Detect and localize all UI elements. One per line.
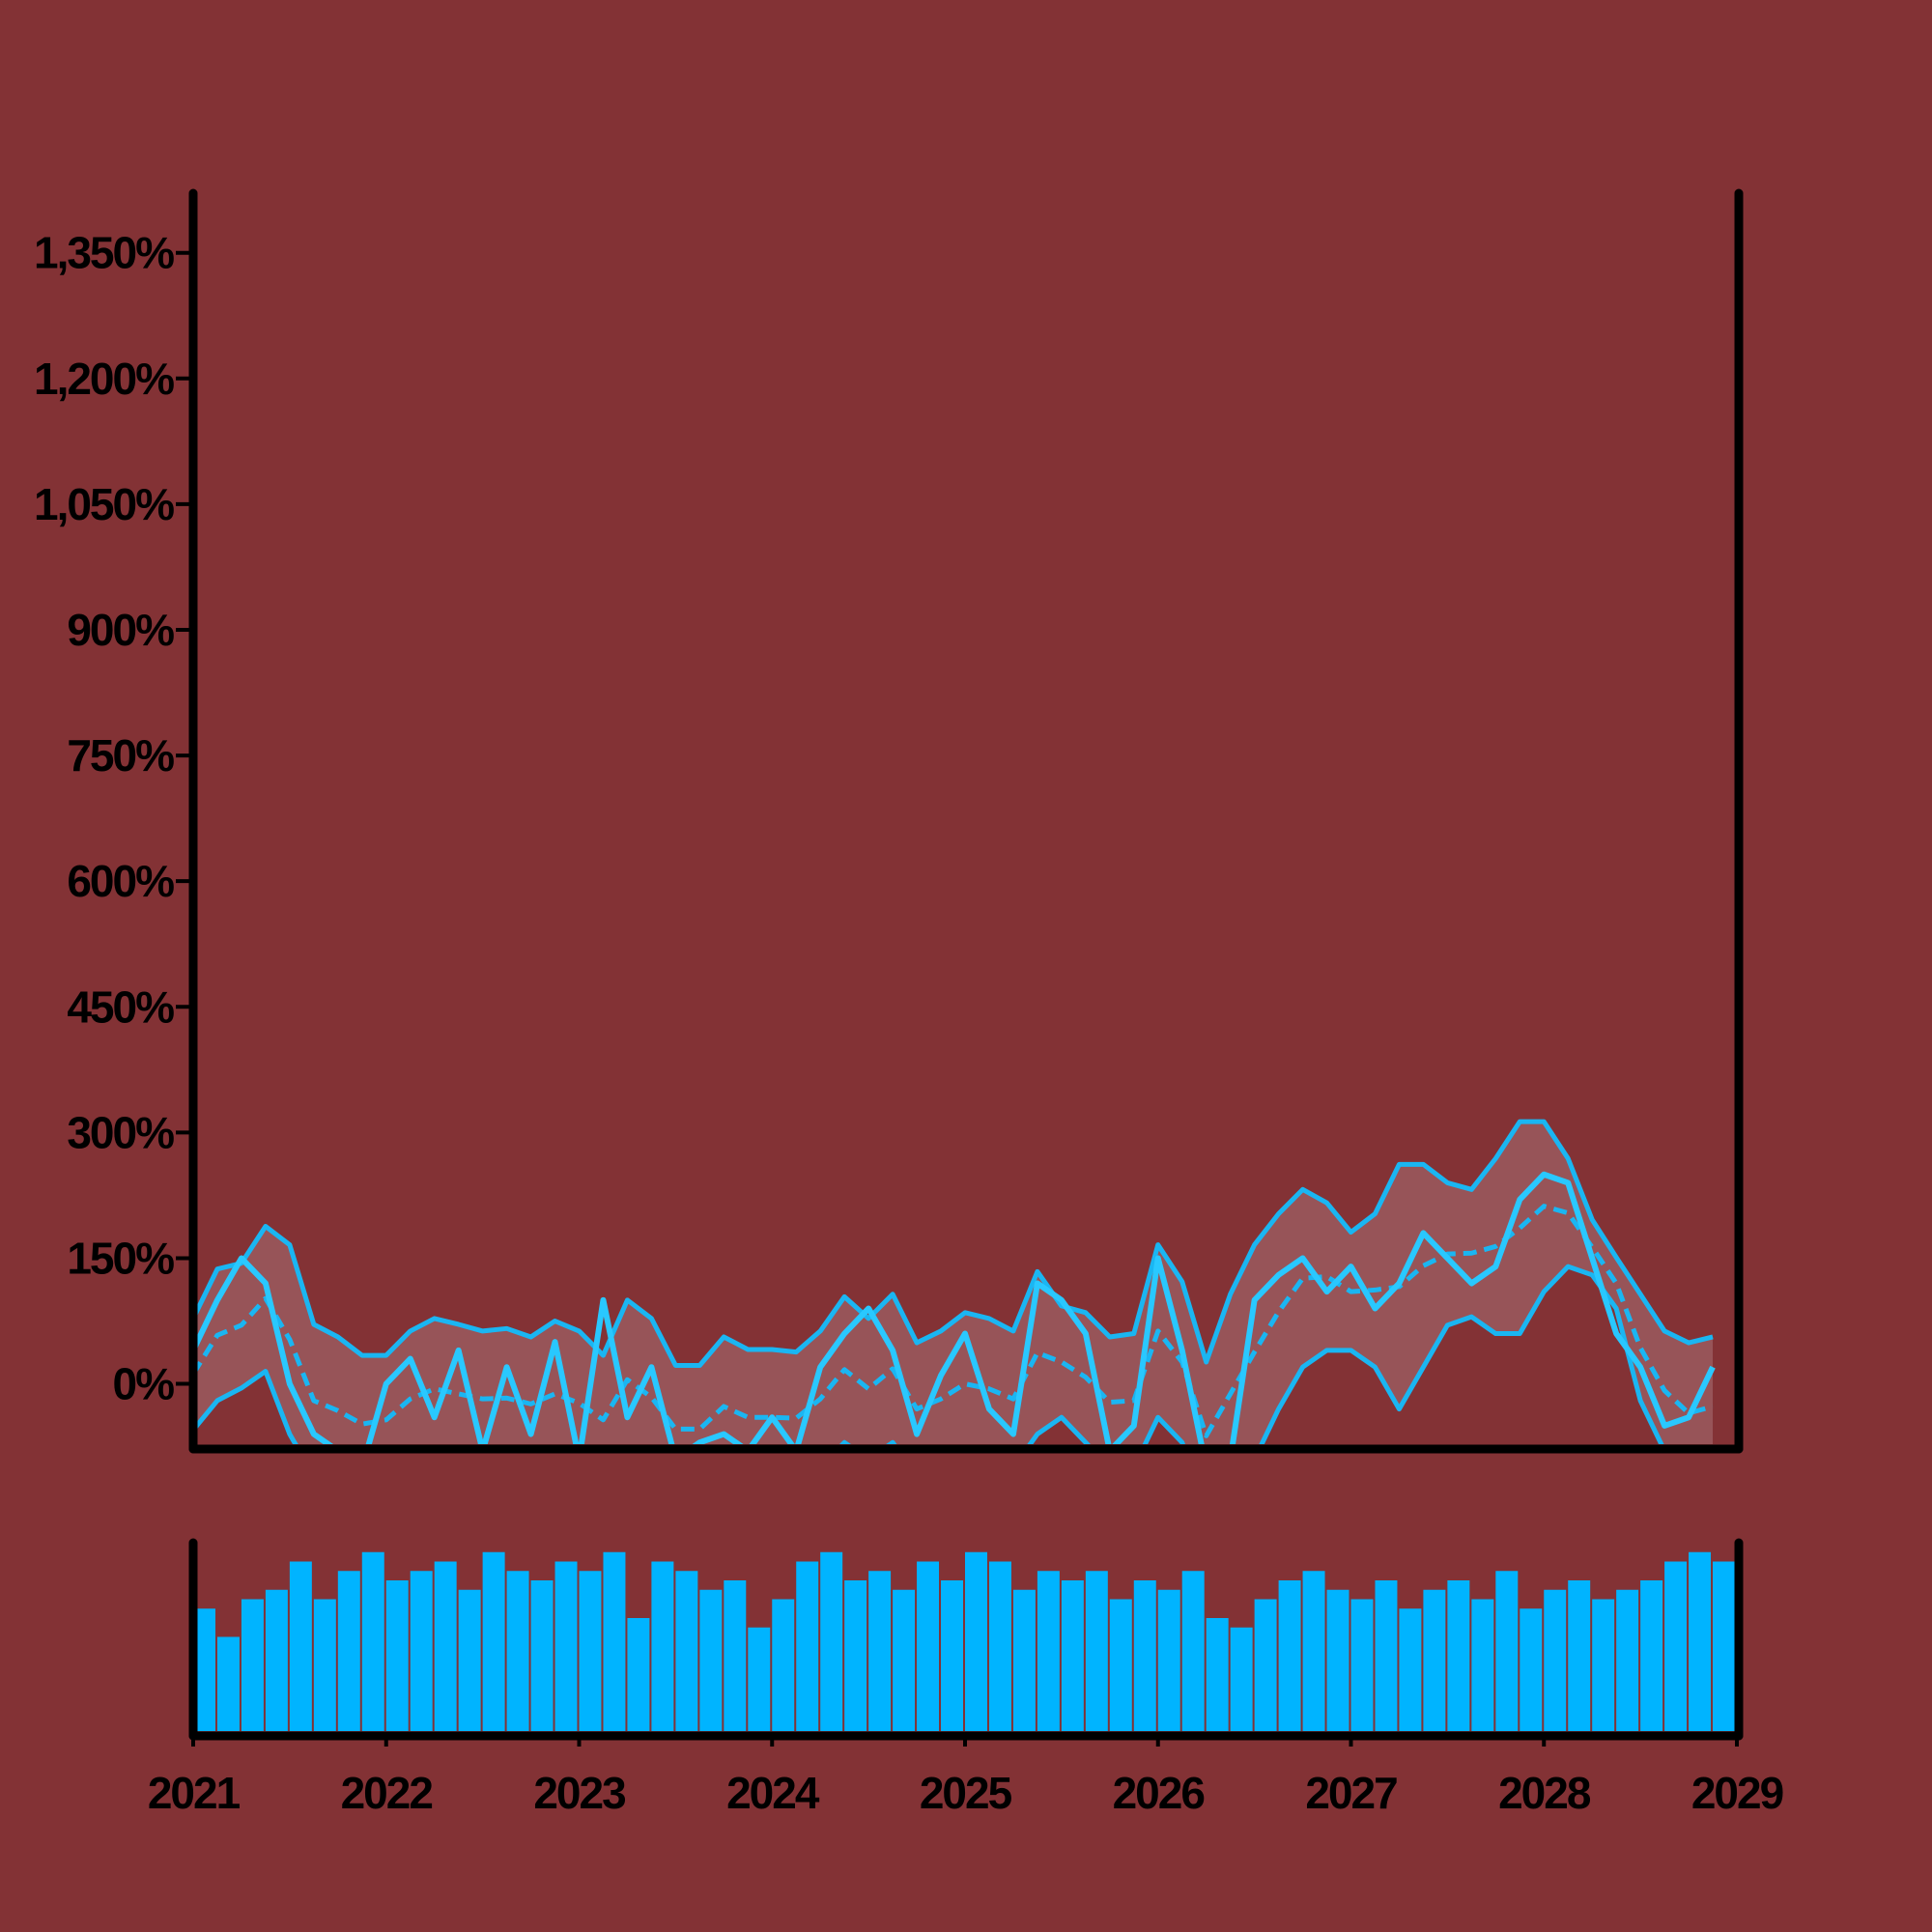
- volume-bar: [1012, 1589, 1036, 1731]
- x-tick-label: 2028: [1498, 1768, 1591, 1818]
- volume-bar: [699, 1589, 723, 1731]
- volume-bar: [506, 1571, 529, 1731]
- y-tick-label: 1,350%: [34, 228, 174, 278]
- volume-bar: [1302, 1571, 1325, 1731]
- volume-bar: [482, 1551, 505, 1731]
- volume-bar: [458, 1589, 481, 1731]
- volume-bar: [1568, 1580, 1591, 1731]
- volume-bar: [434, 1561, 457, 1731]
- y-tick-label: 900%: [67, 605, 174, 655]
- y-tick-label: 300%: [67, 1107, 174, 1157]
- volume-bar: [1375, 1580, 1398, 1731]
- volume-bar: [917, 1561, 940, 1731]
- y-tick-label: 750%: [67, 730, 174, 781]
- volume-bar: [844, 1580, 867, 1731]
- volume-bar: [1664, 1561, 1688, 1731]
- volume-bar: [820, 1551, 843, 1731]
- volume-bar: [941, 1580, 963, 1731]
- volume-bar: [675, 1571, 698, 1731]
- volume-bar: [1544, 1589, 1567, 1731]
- x-tick-label: 2021: [148, 1768, 241, 1818]
- volume-bar: [1326, 1589, 1350, 1731]
- volume-bar: [796, 1561, 819, 1731]
- y-tick-label: 1,050%: [34, 479, 174, 529]
- volume-bar: [241, 1599, 264, 1731]
- volume-bar: [988, 1561, 1011, 1731]
- volume-bar: [530, 1580, 554, 1731]
- volume-plot: [193, 1551, 1735, 1731]
- volume-bar: [772, 1599, 795, 1731]
- volume-bar: [337, 1571, 360, 1731]
- volume-bar: [965, 1551, 987, 1731]
- x-tick-label: 2027: [1305, 1768, 1397, 1818]
- volume-bar: [193, 1608, 215, 1731]
- volume-bar: [410, 1571, 433, 1731]
- volume-bar: [1423, 1589, 1446, 1731]
- volume-bar: [1592, 1599, 1615, 1731]
- volume-bar: [1109, 1599, 1132, 1731]
- y-tick-label: 0%: [113, 1359, 175, 1409]
- volume-bar: [1471, 1599, 1494, 1731]
- volume-bar: [313, 1599, 336, 1731]
- volume-bar: [385, 1580, 409, 1731]
- y-tick-label: 450%: [67, 981, 174, 1032]
- volume-bar: [1399, 1608, 1422, 1731]
- band-fill: [193, 1122, 1714, 1444]
- volume-bar: [868, 1571, 892, 1731]
- y-tick-label: 600%: [67, 856, 174, 906]
- volume-bar: [603, 1551, 626, 1731]
- x-tick-label: 2023: [533, 1768, 625, 1818]
- volume-bar: [1520, 1608, 1543, 1731]
- volume-bar: [1278, 1580, 1301, 1731]
- volume-bar: [216, 1636, 240, 1731]
- volume-bar: [265, 1589, 288, 1731]
- volume-bar: [1206, 1618, 1229, 1731]
- volume-bar: [1495, 1571, 1519, 1731]
- axes: [188, 188, 1744, 1741]
- volume-bar: [1713, 1561, 1735, 1731]
- volume-bar: [1230, 1627, 1253, 1731]
- volume-bar: [1254, 1599, 1277, 1731]
- labels: 0% 150% 300% 450% 600% 750% 900% 1,050% 1,200% 1,…: [34, 228, 1785, 1818]
- y-tick-label: 150%: [67, 1233, 174, 1283]
- volume-bar: [289, 1561, 312, 1731]
- y-tick-label: 1,200%: [34, 354, 174, 404]
- volume-bar: [651, 1561, 674, 1731]
- price-plot: [193, 1119, 1716, 1444]
- volume-bar: [1447, 1580, 1470, 1731]
- series-line: [193, 1264, 1664, 1444]
- series-line: [193, 1171, 1716, 1444]
- volume-bar: [554, 1561, 578, 1731]
- volume-bar: [1061, 1580, 1084, 1731]
- series-line: [193, 1119, 1714, 1368]
- volume-bar: [1350, 1599, 1374, 1731]
- volume-bar: [1689, 1551, 1712, 1731]
- volume-bar: [893, 1589, 916, 1731]
- volume-bar: [1133, 1580, 1156, 1731]
- volume-bar: [361, 1551, 384, 1731]
- volume-bar: [724, 1580, 747, 1731]
- volume-bar: [579, 1571, 602, 1731]
- x-tick-label: 2022: [341, 1768, 433, 1818]
- volume-bar: [1640, 1580, 1663, 1731]
- x-tick-label: 2024: [726, 1768, 820, 1818]
- x-tick-label: 2025: [920, 1768, 1012, 1818]
- x-tick-label: 2029: [1691, 1768, 1783, 1818]
- volume-bar: [748, 1627, 771, 1731]
- volume-bar: [1157, 1589, 1180, 1731]
- volume-bar: [627, 1618, 650, 1731]
- volume-bar: [1181, 1571, 1205, 1731]
- x-tick-label: 2026: [1113, 1768, 1205, 1818]
- volume-bar: [1037, 1571, 1060, 1731]
- volume-bar: [1085, 1571, 1108, 1731]
- volume-bar: [1616, 1589, 1639, 1731]
